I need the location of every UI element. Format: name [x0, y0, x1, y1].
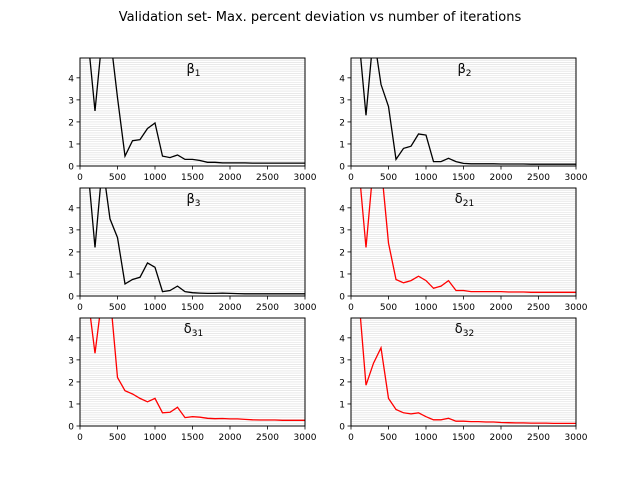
y-tick-label: 3: [68, 226, 74, 236]
y-tick-label: 0: [339, 163, 345, 173]
x-tick-label: 1000: [415, 433, 438, 443]
y-tick-label: 0: [68, 163, 74, 173]
y-tick-label: 1: [68, 400, 74, 410]
x-tick-label: 2500: [527, 303, 550, 313]
x-tick-label: 0: [348, 433, 354, 443]
x-tick-label: 500: [380, 303, 397, 313]
y-tick-label: 3: [68, 356, 74, 366]
y-tick-label: 4: [68, 204, 74, 214]
x-tick-label: 500: [380, 433, 397, 443]
x-tick-label: 2500: [527, 173, 550, 183]
x-tick-label: 0: [77, 303, 83, 313]
y-tick-label: 4: [339, 74, 345, 84]
y-tick-label: 1: [339, 400, 345, 410]
x-tick-label: 2500: [256, 303, 279, 313]
subplot-title: δ31: [184, 322, 203, 339]
x-tick-label: 1000: [415, 303, 438, 313]
x-tick-label: 1500: [181, 303, 204, 313]
y-tick-label: 3: [339, 356, 345, 366]
subplot-3: 0 500 1000 1500 2000 2500 3000 0 1 2 3 4 β3: [68, 187, 317, 313]
subplot-1: 0 500 1000 1500 2000 2500 3000 0 1 2 3 4 β1: [68, 57, 317, 183]
y-tick-label: 1: [68, 140, 74, 150]
x-tick-label: 1500: [452, 433, 475, 443]
x-tick-label: 1000: [144, 173, 167, 183]
y-tick-label: 2: [68, 248, 74, 258]
x-tick-label: 1500: [452, 173, 475, 183]
x-tick-label: 500: [109, 173, 126, 183]
y-tick-label: 4: [339, 204, 345, 214]
x-tick-label: 2000: [219, 303, 242, 313]
subplot-2: 0 500 1000 1500 2000 2500 3000 0 1 2 3 4 β2: [339, 57, 588, 183]
x-tick-label: 3000: [565, 303, 588, 313]
x-tick-label: 3000: [294, 303, 317, 313]
x-tick-label: 0: [77, 433, 83, 443]
x-tick-label: 0: [348, 303, 354, 313]
subplot-title: β2: [457, 62, 471, 79]
y-tick-label: 3: [339, 96, 345, 106]
series-line: [360, 188, 576, 293]
y-tick-label: 2: [68, 378, 74, 388]
y-tick-label: 3: [339, 226, 345, 236]
x-tick-label: 500: [109, 433, 126, 443]
x-tick-label: 1000: [144, 433, 167, 443]
y-tick-label: 0: [68, 423, 74, 433]
x-tick-label: 2000: [219, 433, 242, 443]
x-tick-label: 500: [380, 173, 397, 183]
y-tick-label: 2: [339, 118, 345, 128]
series-line: [89, 58, 305, 164]
x-tick-label: 1000: [144, 303, 167, 313]
x-tick-label: 2500: [527, 433, 550, 443]
x-tick-label: 3000: [294, 173, 317, 183]
y-tick-label: 4: [339, 334, 345, 344]
subplot-5: 0 500 1000 1500 2000 2500 3000 0 1 2 3 4 δ31: [68, 317, 317, 443]
x-tick-label: 2000: [490, 433, 513, 443]
y-tick-label: 4: [68, 74, 74, 84]
grid: [80, 189, 305, 295]
x-tick-label: 0: [77, 173, 83, 183]
subplot-title: δ21: [455, 192, 474, 209]
x-tick-label: 3000: [565, 173, 588, 183]
figure-title: Validation set- Max. percent deviation v…: [119, 10, 522, 25]
x-tick-label: 1000: [415, 173, 438, 183]
x-tick-label: 500: [109, 303, 126, 313]
x-tick-label: 3000: [294, 433, 317, 443]
x-tick-label: 1500: [452, 303, 475, 313]
x-tick-label: 1500: [181, 173, 204, 183]
y-tick-label: 1: [339, 140, 345, 150]
y-tick-label: 0: [339, 293, 345, 303]
x-tick-label: 0: [348, 173, 354, 183]
x-tick-label: 2000: [490, 303, 513, 313]
grid: [80, 59, 305, 165]
x-tick-label: 1500: [181, 433, 204, 443]
subplot-4: 0 500 1000 1500 2000 2500 3000 0 1 2 3 4 δ21: [339, 187, 588, 313]
series-line: [89, 188, 305, 295]
y-tick-label: 4: [68, 334, 74, 344]
y-tick-label: 0: [339, 423, 345, 433]
subplot-6: 0 500 1000 1500 2000 2500 3000 0 1 2 3 4 δ32: [339, 317, 588, 443]
x-tick-label: 3000: [565, 433, 588, 443]
y-tick-label: 2: [339, 378, 345, 388]
x-tick-label: 2000: [219, 173, 242, 183]
subplot-title: β1: [186, 62, 200, 79]
grid: [351, 59, 576, 165]
grid: [80, 319, 305, 425]
y-tick-label: 3: [68, 96, 74, 106]
x-tick-label: 2500: [256, 433, 279, 443]
subplot-title: β3: [186, 192, 200, 209]
series-line: [89, 318, 305, 421]
y-tick-label: 2: [339, 248, 345, 258]
x-tick-label: 2500: [256, 173, 279, 183]
y-tick-label: 1: [339, 270, 345, 280]
x-tick-label: 2000: [490, 173, 513, 183]
y-tick-label: 2: [68, 118, 74, 128]
series-line: [360, 58, 576, 165]
subplot-title: δ32: [455, 322, 474, 339]
y-tick-label: 1: [68, 270, 74, 280]
grid: [351, 319, 576, 425]
series-line: [359, 318, 576, 425]
y-tick-label: 0: [68, 293, 74, 303]
